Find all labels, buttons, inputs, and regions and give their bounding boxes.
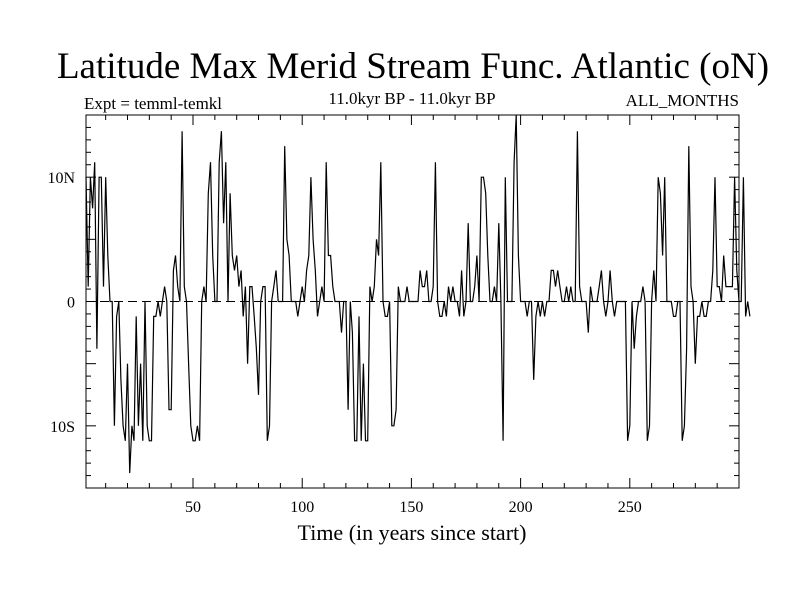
x-tick-label: 50	[185, 499, 201, 516]
chart-title: Latitude Max Merid Stream Func. Atlantic…	[56, 46, 770, 87]
x-tick-label: 200	[509, 499, 533, 516]
x-tick-label: 100	[290, 499, 314, 516]
x-axis-label: Time (in years since start)	[297, 520, 527, 545]
y-tick-label: 0	[67, 295, 75, 312]
chart-subtitle-months: ALL_MONTHS	[625, 91, 739, 110]
chart-subtitle-experiment: Expt = temml-temkl	[84, 94, 223, 113]
y-tick-label: 10S	[50, 419, 75, 436]
chart-subtitle-period: 11.0kyr BP - 11.0kyr BP	[328, 89, 496, 108]
tick-labels: 50 100 150 200 250 10N 0 10S	[47, 170, 641, 516]
x-tick-label: 150	[399, 499, 423, 516]
series-line	[85, 114, 751, 474]
x-tick-label: 250	[618, 499, 642, 516]
y-tick-label: 10N	[47, 170, 75, 187]
